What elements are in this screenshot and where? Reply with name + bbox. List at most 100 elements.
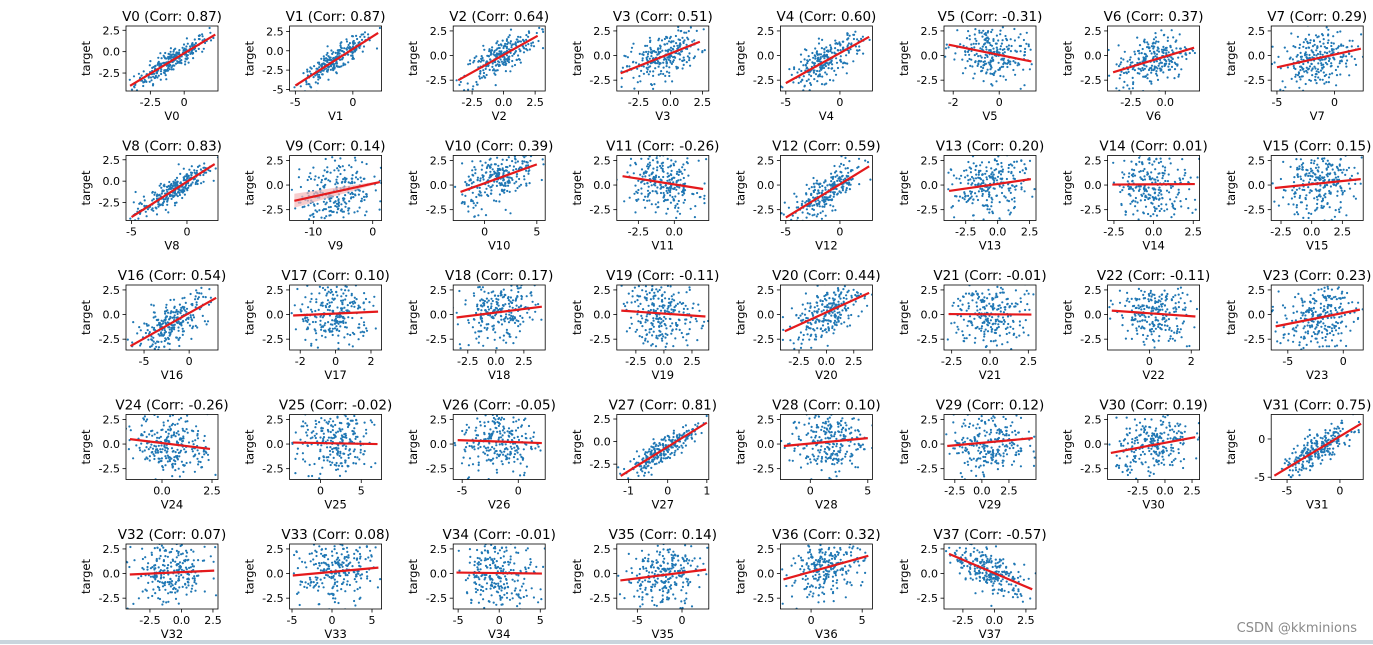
subplot-v5: V5 (Corr: -0.31)2.5 0.0 -2.5 -2 0V5 target: [897, 9, 1042, 123]
y-tick-label: -2.5: [426, 204, 447, 217]
y-tick-label: 2.5: [921, 284, 939, 297]
csdn-watermark: CSDN @kkminions: [1236, 621, 1357, 636]
y-axis-label: target: [1061, 429, 1075, 464]
y-tick-label: 2.5: [921, 25, 939, 38]
y-tick-label: 0.0: [593, 309, 611, 322]
regression-line: [783, 554, 869, 581]
regression-line: [785, 35, 870, 85]
y-tick-label: -2.5: [262, 64, 283, 77]
axes-frame: [943, 543, 1037, 610]
y-tick-label: 2.5: [1084, 154, 1102, 167]
subplot-title: V30 (Corr: 0.19): [1099, 398, 1207, 414]
subplot-title: V20 (Corr: 0.44): [772, 268, 880, 284]
subplot-title: V27 (Corr: 0.81): [609, 398, 717, 414]
subplot-title: V1 (Corr: 0.87): [286, 9, 386, 25]
y-tick-label: 2.5: [266, 284, 284, 297]
x-tick-label: 0: [349, 96, 356, 109]
x-axis-label: V26: [488, 498, 511, 512]
y-tick-label: 0.0: [266, 309, 284, 322]
y-tick-label: -2.5: [589, 333, 610, 346]
y-tick-label: 2.5: [593, 25, 611, 38]
subplot-title: V0 (Corr: 0.87): [122, 9, 222, 25]
y-tick-label: 2.5: [430, 25, 448, 38]
x-tick-label: -5: [126, 226, 137, 239]
subplot-title: V7 (Corr: 0.29): [1267, 9, 1367, 25]
x-axis-label: V9: [328, 239, 343, 253]
regression-line: [620, 568, 707, 582]
x-axis-label: V17: [324, 368, 347, 382]
y-tick-label: 2.5: [757, 413, 775, 426]
y-tick-label: 2.5: [1084, 413, 1102, 426]
subplot-v18: V18 (Corr: 0.17)2.50.0-2.5-2.5 0.0 2.5V18t…: [406, 268, 553, 382]
x-tick-label: -5: [632, 614, 643, 627]
y-axis-label: target: [733, 41, 747, 76]
x-tick-label: -5: [780, 226, 791, 239]
y-tick-label: 2.5: [593, 543, 611, 556]
regression-line: [460, 163, 538, 193]
x-tick-label: 1: [703, 485, 710, 498]
scatter-points: [455, 26, 545, 91]
subplot-v7: V7 (Corr: 0.29)2.5 0.0 -2.5 -5 0 V7 target: [1224, 9, 1367, 123]
y-axis-label: target: [406, 300, 420, 335]
y-tick-label: 0.0: [430, 50, 448, 63]
subplot-v29: V29 (Corr: 0.12)2.50.0-2.5-2.5 0.0 2.5V29t…: [897, 398, 1044, 512]
x-axis-label: V6: [1146, 109, 1161, 123]
scatter-points: [620, 26, 706, 90]
x-tick-label: 5: [537, 614, 544, 627]
scatter-points: [781, 285, 873, 350]
axes-frame: [616, 155, 710, 221]
x-tick-label: 2.5: [515, 355, 533, 368]
y-tick-label: -2.5: [753, 204, 774, 217]
x-tick-label: 5: [859, 614, 866, 627]
y-tick-label: 2.5: [921, 154, 939, 167]
x-tick-label: 0: [836, 226, 843, 239]
axes-frame: [780, 155, 873, 221]
subplot-title: V17 (Corr: 0.10): [281, 268, 389, 284]
axes-frame: [452, 25, 546, 92]
y-axis-label: target: [406, 559, 420, 594]
scatter-points: [126, 286, 212, 350]
regression-line: [129, 296, 217, 348]
x-tick-label: 0: [1340, 355, 1347, 368]
x-tick-label: -2.5: [457, 355, 478, 368]
regression-line: [948, 178, 1032, 193]
x-axis-label: V0: [164, 109, 179, 123]
regression-line: [457, 439, 542, 445]
x-tick-label: -10: [304, 226, 322, 239]
axes-frame: [289, 284, 383, 351]
y-axis-label: target: [1224, 429, 1238, 464]
x-tick-label: 0.0: [173, 614, 191, 627]
x-tick-label: 0: [807, 485, 814, 498]
regression-line: [294, 181, 381, 202]
regression-line: [1111, 309, 1196, 318]
subplot-title: V12 (Corr: 0.59): [772, 139, 880, 155]
x-tick-label: 0: [186, 355, 193, 368]
x-axis-label: V20: [815, 368, 838, 382]
x-tick-label: 2: [1188, 355, 1195, 368]
x-axis-label: V28: [815, 498, 838, 512]
subplot-v27: V27 (Corr: 0.81)2.5 0.0 -2.5 -1 0 1 V27 target: [570, 398, 717, 512]
subplot-v32: V32 (Corr: 0.07)2.50.0-2.5-2.5 0.0 2.5V32t…: [79, 527, 226, 641]
y-tick-label: 0.0: [593, 50, 611, 63]
y-tick-label: 2.5: [593, 413, 611, 426]
x-tick-label: -2.5: [788, 355, 809, 368]
x-tick-label: -5: [139, 355, 150, 368]
x-tick-label: -2.5: [1270, 226, 1291, 239]
subplot-title: V14 (Corr: 0.01): [1099, 139, 1207, 155]
y-axis-label: target: [79, 429, 93, 464]
x-tick-label: 0.0: [1156, 485, 1174, 498]
regression-line: [622, 175, 704, 191]
subplot-title: V31 (Corr: 0.75): [1263, 398, 1371, 414]
axes-frame: [1270, 25, 1364, 92]
x-axis-label: V32: [161, 627, 184, 641]
x-axis-label: V23: [1306, 368, 1329, 382]
y-axis-label: target: [733, 559, 747, 594]
y-tick-label: 0.0: [921, 50, 939, 63]
y-tick-label: 0.0: [593, 436, 611, 449]
y-tick-label: 0.0: [757, 438, 775, 451]
y-tick-label: -2.5: [262, 592, 283, 605]
y-tick-label: 2.5: [1248, 284, 1266, 297]
